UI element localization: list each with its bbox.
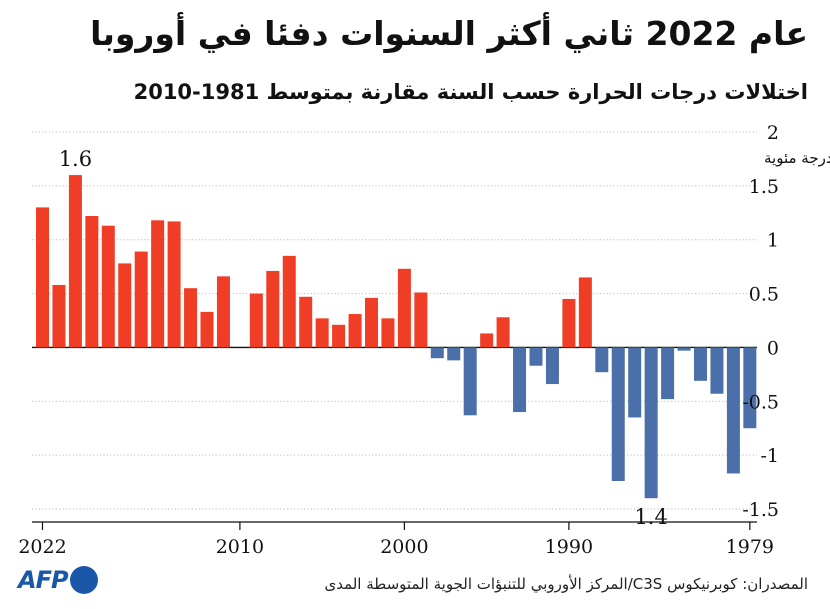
bar-1982 [694, 347, 707, 381]
afp-logo-text: AFP [18, 566, 69, 594]
bar-2001 [381, 318, 395, 348]
data-label: 1.4 [634, 505, 667, 529]
bar-1995 [480, 333, 494, 348]
bar-2017 [118, 263, 132, 348]
bar-2006 [299, 296, 313, 348]
bar-1985 [644, 347, 658, 499]
source-note: المصدران: كوبرنيكوس C3S/المركز الأوروبي … [324, 575, 808, 593]
bar-1991 [545, 347, 559, 385]
y-tick-label: -1 [760, 445, 779, 467]
chart-title: عام 2022 ثاني أكثر السنوات دفئا في أوروب… [90, 14, 808, 53]
bar-1983 [677, 347, 691, 351]
bar-2022 [36, 207, 49, 348]
bar-2012 [200, 311, 214, 348]
x-tick-label: 2010 [216, 536, 264, 558]
bar-1998 [430, 347, 444, 359]
bar-2021 [52, 284, 66, 348]
y-tick-label: 1 [767, 230, 779, 252]
bar-2016 [134, 251, 148, 348]
bar-1979 [743, 347, 757, 429]
bar-1989 [578, 277, 592, 348]
bar-1988 [595, 347, 609, 373]
bar-2020 [68, 175, 82, 348]
bar-2007 [282, 255, 296, 348]
bar-1994 [496, 317, 510, 348]
bar-2002 [365, 297, 378, 348]
y-axis-label: درجة مئوية [764, 149, 830, 167]
data-label: 1.6 [59, 147, 92, 171]
bar-1990 [562, 298, 576, 348]
y-tick-label: 0.5 [749, 284, 779, 306]
bar-1984 [661, 347, 675, 400]
afp-logo: AFP [18, 564, 98, 596]
chart-subtitle: اختلالات درجات الحرارة حسب السنة مقارنة … [133, 80, 808, 104]
bar-2004 [332, 324, 346, 348]
bar-2013 [184, 288, 198, 348]
bar-1992 [529, 347, 543, 366]
bar-1980 [726, 347, 740, 474]
bar-1981 [710, 347, 724, 394]
bar-1999 [414, 292, 428, 348]
bar-2003 [348, 314, 362, 348]
bar-2005 [315, 318, 329, 348]
bar-1986 [628, 347, 642, 418]
bar-1987 [611, 347, 625, 481]
x-tick-label: 1990 [545, 536, 593, 558]
x-tick-label: 2022 [18, 536, 66, 558]
bar-2019 [85, 216, 99, 348]
y-tick-label: 2 [767, 122, 779, 144]
bar-2015 [151, 220, 165, 348]
bar-2008 [266, 270, 280, 348]
afp-logo-mark [69, 566, 98, 594]
bar-2000 [397, 268, 411, 348]
bar-2018 [101, 225, 115, 348]
bar-1996 [463, 347, 477, 416]
y-tick-label: -1.5 [742, 499, 779, 521]
bar-1993 [513, 347, 527, 413]
bar-1997 [447, 347, 461, 361]
x-tick-label: 1979 [726, 536, 774, 558]
bar-2009 [249, 293, 263, 348]
bar-2011 [216, 276, 230, 348]
x-tick-label: 2000 [380, 536, 428, 558]
y-tick-label: 0 [767, 337, 779, 359]
y-tick-label: -0.5 [742, 391, 779, 413]
bar-2014 [167, 221, 181, 348]
y-tick-label: 1.5 [749, 176, 779, 198]
